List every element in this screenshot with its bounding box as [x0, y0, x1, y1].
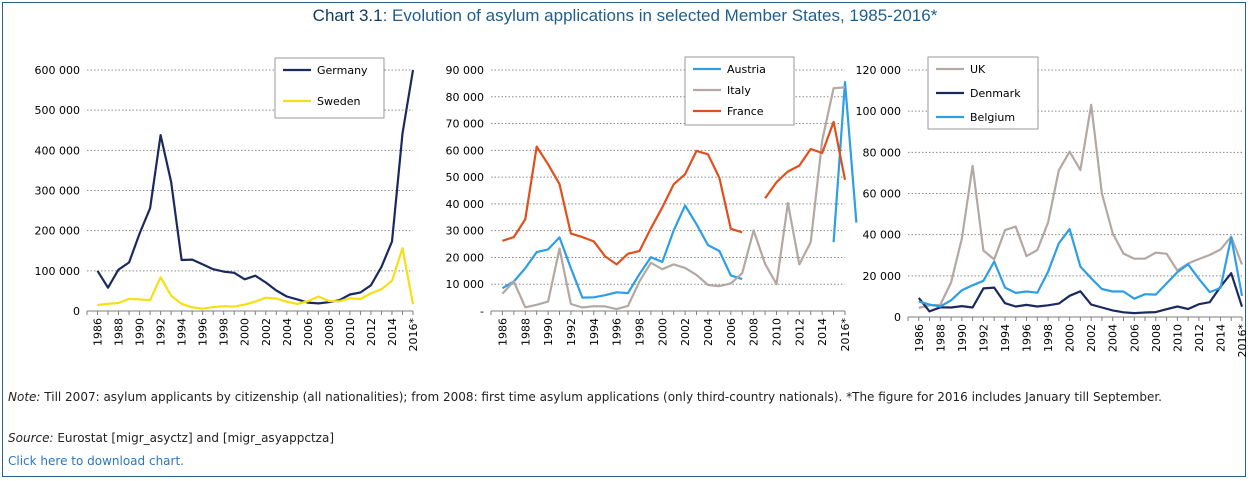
- series-line-denmark: [917, 272, 1244, 315]
- legend-label: Belgium: [970, 111, 1015, 124]
- x-tick-label: 2004: [281, 318, 294, 346]
- x-tick-label: 1992: [565, 318, 578, 346]
- x-tick-label: 2004: [702, 318, 715, 346]
- series-line-uk: [918, 103, 1244, 309]
- x-tick-label: 2002: [1085, 324, 1098, 352]
- series-line-italy: [501, 86, 846, 311]
- legend-label: UK: [970, 63, 986, 76]
- legend-label: Austria: [727, 63, 766, 76]
- x-tick-label: 1990: [542, 318, 555, 346]
- charts-area: 0 100 000 200 000 300 000 400 000 500 000 600 …: [35, 56, 1249, 358]
- y-tick-label: 300 000: [35, 185, 81, 198]
- x-tick-label: 2016*: [407, 318, 420, 352]
- x-tick-label: 2014: [1214, 324, 1227, 352]
- y-tick-label: 0: [73, 305, 80, 318]
- x-tick-label: 2000: [1064, 324, 1077, 352]
- chart-3: 0 20 000 40 000 60 000 80 000 100 000 120 000 1…: [856, 56, 1249, 358]
- x-tick-label: 2008: [1150, 324, 1163, 352]
- x-tick-label: 2008: [748, 318, 761, 346]
- x-tick-label: 1990: [134, 318, 147, 346]
- x-tick-label: 1994: [999, 324, 1012, 352]
- y-tick-label: 80 000: [446, 91, 485, 104]
- x-tick-label: 2016*: [1236, 324, 1249, 358]
- y-tick-label: 40 000: [863, 229, 902, 242]
- y-tick-label: 40 000: [446, 198, 485, 211]
- x-tick-label: 2008: [323, 318, 336, 346]
- y-tick-label: 60 000: [446, 144, 485, 157]
- x-tick-label: 2002: [260, 318, 273, 346]
- x-tick-label: 1988: [519, 318, 532, 346]
- series-line-germany: [96, 69, 415, 305]
- x-tick-label: 1986: [92, 318, 105, 346]
- x-tick-label: 1998: [633, 318, 646, 346]
- x-tick-label: 2004: [1107, 324, 1120, 352]
- y-tick-label: 200 000: [35, 225, 81, 238]
- x-tick-label: 1988: [113, 318, 126, 346]
- y-tick-label: 60 000: [863, 188, 902, 201]
- y-tick-label: -: [480, 305, 484, 318]
- x-tick-label: 2012: [793, 318, 806, 346]
- chart-title: Chart 3.1: Evolution of asylum applicati…: [312, 6, 938, 25]
- x-tick-label: 2012: [365, 318, 378, 346]
- x-tick-label: 1986: [496, 318, 509, 346]
- note-text: Note: Till 2007: asylum applicants by ci…: [8, 390, 1162, 404]
- legend-label: Sweden: [317, 95, 360, 108]
- y-tick-label: 500 000: [35, 104, 81, 117]
- y-tick-label: 50 000: [446, 171, 485, 184]
- legend-label: Germany: [317, 64, 368, 77]
- chart-1: 0 100 000 200 000 300 000 400 000 500 000 600 …: [35, 57, 420, 352]
- x-tick-label: 2014: [386, 318, 399, 346]
- x-tick-label: 2006: [302, 318, 315, 346]
- y-tick-label: 10 000: [446, 278, 485, 291]
- x-tick-label: 2006: [725, 318, 738, 346]
- series-line-belgium: [918, 228, 1244, 308]
- x-tick-label: 2012: [1193, 324, 1206, 352]
- x-tick-label: 1994: [176, 318, 189, 346]
- y-tick-label: 120 000: [856, 64, 902, 77]
- chart-2: - 10 000 20 000 30 000 40 000 50 000 60 000 70 …: [446, 56, 858, 352]
- x-tick-label: 1998: [1042, 324, 1055, 352]
- legend-label: France: [727, 105, 764, 118]
- y-tick-label: 30 000: [446, 225, 485, 238]
- x-tick-label: 2010: [344, 318, 357, 346]
- y-tick-label: 90 000: [446, 64, 485, 77]
- y-tick-label: 100 000: [35, 265, 81, 278]
- download-chart-link[interactable]: Click here to download chart.: [8, 454, 184, 468]
- x-tick-label: 2016*: [839, 318, 852, 352]
- y-tick-label: 20 000: [446, 251, 485, 264]
- legend-label: Italy: [727, 84, 751, 97]
- y-tick-label: 80 000: [863, 146, 902, 159]
- y-tick-label: 0: [894, 311, 901, 324]
- y-tick-label: 70 000: [446, 118, 485, 131]
- x-tick-label: 1988: [934, 324, 947, 352]
- legend: [274, 57, 385, 119]
- x-tick-label: 1996: [197, 318, 210, 346]
- x-tick-label: 2010: [1171, 324, 1184, 352]
- x-tick-label: 2000: [656, 318, 669, 346]
- x-tick-label: 1990: [956, 324, 969, 352]
- source-text: Source: Eurostat [migr_asyctz] and [migr…: [8, 431, 335, 445]
- x-tick-label: 1992: [977, 324, 990, 352]
- x-tick-label: 2010: [770, 318, 783, 346]
- x-tick-label: 2006: [1128, 324, 1141, 352]
- y-tick-label: 600 000: [35, 64, 81, 77]
- x-tick-label: 1992: [155, 318, 168, 346]
- x-tick-label: 2002: [679, 318, 692, 346]
- x-tick-label: 1994: [588, 318, 601, 346]
- x-tick-label: 2000: [239, 318, 252, 346]
- series-line-france: [502, 120, 847, 266]
- legend-label: Denmark: [970, 87, 1021, 100]
- series-line-austria: [501, 81, 858, 299]
- y-tick-label: 400 000: [35, 144, 81, 157]
- y-tick-label: 100 000: [856, 105, 902, 118]
- x-tick-label: 1996: [1021, 324, 1034, 352]
- series-line-sweden: [97, 247, 415, 310]
- x-tick-label: 1998: [218, 318, 231, 346]
- x-tick-label: 2014: [816, 318, 829, 346]
- x-tick-label: 1996: [611, 318, 624, 346]
- x-tick-label: 1986: [913, 324, 926, 352]
- y-tick-label: 20 000: [863, 270, 902, 283]
